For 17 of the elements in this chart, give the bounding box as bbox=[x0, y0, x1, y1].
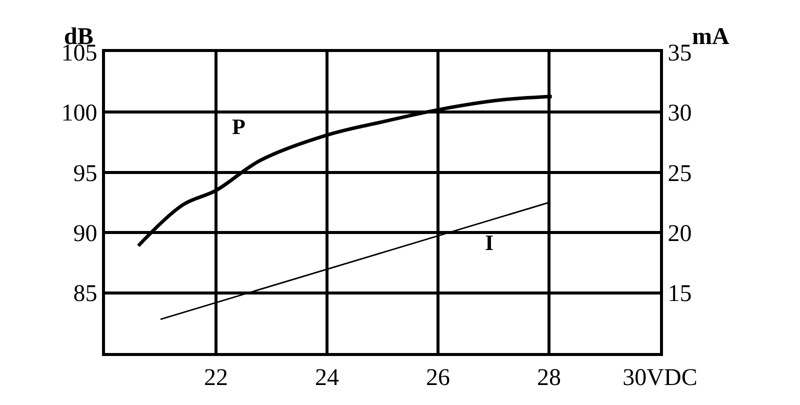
x-tick-label: 28 bbox=[537, 364, 561, 391]
y2-axis-title: mA bbox=[692, 24, 730, 50]
y-tick-label: 85 bbox=[73, 281, 98, 308]
x-tick-label: 26 bbox=[426, 364, 450, 391]
y-tick-label: 100 bbox=[61, 100, 98, 127]
series-label: I bbox=[485, 230, 494, 255]
x-tick-label: 22 bbox=[204, 364, 228, 391]
x-tick-label: 24 bbox=[315, 364, 339, 391]
y2-tick-label: 15 bbox=[668, 281, 692, 308]
y-tick-label: 90 bbox=[73, 221, 98, 247]
y2-tick-label: 25 bbox=[668, 160, 692, 187]
y-tick-label: 95 bbox=[73, 160, 98, 187]
y2-tick-label: 20 bbox=[668, 221, 692, 247]
y2-tick-label: 30 bbox=[668, 100, 692, 127]
x-tick-label: 30VDC bbox=[622, 364, 698, 391]
series-label: P bbox=[232, 114, 246, 139]
y2-tick-label: 35 bbox=[668, 40, 692, 66]
